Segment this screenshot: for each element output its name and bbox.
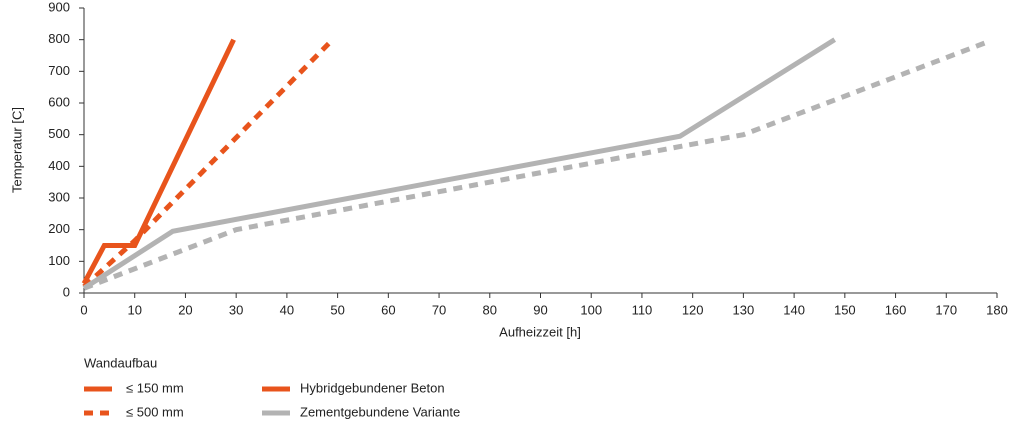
x-tick-label: 50 [330,302,344,317]
x-tick-label: 10 [127,302,141,317]
x-tick-label: 120 [682,302,704,317]
y-axis-label: Temperatur [C] [9,107,24,193]
y-tick-label: 700 [48,63,70,78]
y-tick-label: 200 [48,221,70,236]
x-tick-label: 180 [986,302,1008,317]
x-tick-label: 30 [229,302,243,317]
legend-label: Zementgebundene Variante [300,404,460,419]
y-tick-label: 500 [48,126,70,141]
x-tick-label: 40 [280,302,294,317]
y-tick-label: 0 [63,284,70,299]
x-tick-label: 70 [432,302,446,317]
y-tick-label: 400 [48,158,70,173]
x-tick-label: 150 [834,302,856,317]
x-axis-label: Aufheizzeit [h] [499,324,581,339]
x-tick-label: 130 [733,302,755,317]
x-tick-label: 170 [935,302,957,317]
legend-label: ≤ 150 mm [126,380,184,395]
x-tick-label: 80 [483,302,497,317]
data-line [81,38,236,285]
legend-label: Hybridgebundener Beton [300,380,445,395]
y-tick-label: 900 [48,0,70,14]
legend-label: ≤ 500 mm [126,404,184,419]
x-tick-label: 0 [80,302,87,317]
y-tick-label: 100 [48,253,70,268]
data-line [82,37,837,291]
x-tick-label: 160 [885,302,907,317]
y-tick-label: 800 [48,31,70,46]
legend-title: Wandaufbau [84,355,157,370]
x-tick-label: 110 [632,302,653,317]
x-tick-label: 100 [580,302,602,317]
x-tick-label: 140 [783,302,805,317]
x-tick-label: 20 [178,302,192,317]
data-line [83,38,991,291]
y-tick-label: 300 [48,189,70,204]
x-tick-label: 60 [381,302,395,317]
data-line [82,37,335,289]
y-tick-label: 600 [48,94,70,109]
x-tick-label: 90 [533,302,547,317]
